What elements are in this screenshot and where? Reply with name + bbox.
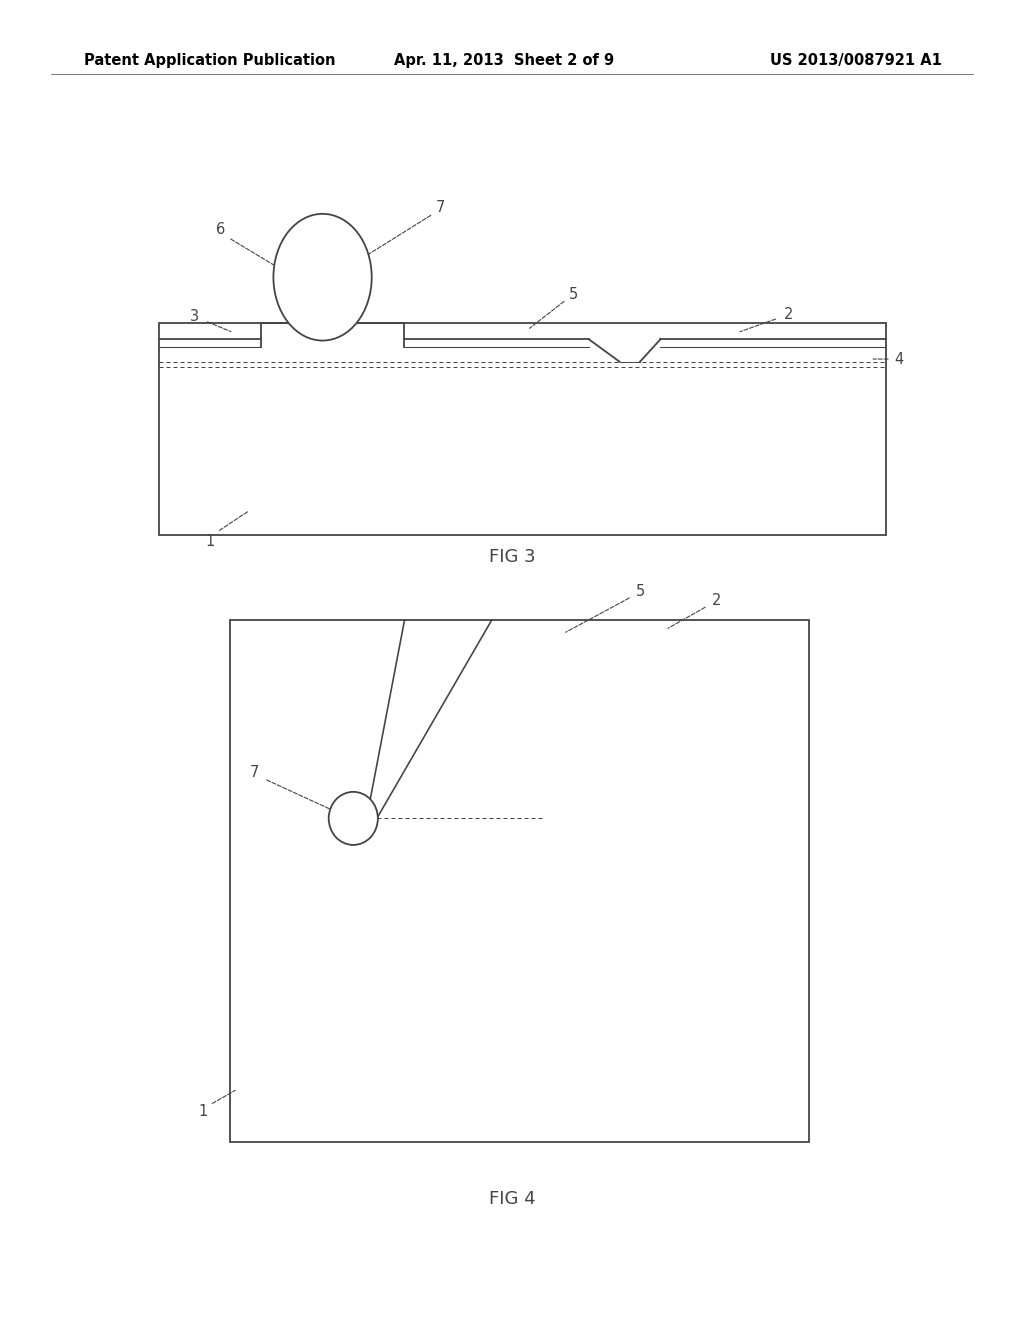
Text: 7: 7: [435, 199, 445, 215]
Text: 7: 7: [249, 764, 259, 780]
Text: US 2013/0087921 A1: US 2013/0087921 A1: [770, 53, 942, 67]
Text: 4: 4: [894, 351, 904, 367]
Ellipse shape: [329, 792, 378, 845]
Text: Apr. 11, 2013  Sheet 2 of 9: Apr. 11, 2013 Sheet 2 of 9: [394, 53, 614, 67]
Text: 5: 5: [635, 583, 645, 599]
Text: 5: 5: [568, 286, 579, 302]
Text: Patent Application Publication: Patent Application Publication: [84, 53, 336, 67]
Circle shape: [273, 214, 372, 341]
Text: 6: 6: [215, 222, 225, 238]
Text: FIG 4: FIG 4: [488, 1189, 536, 1208]
Bar: [159, 323, 886, 535]
Text: 1: 1: [198, 1104, 208, 1119]
Text: 1: 1: [205, 533, 215, 549]
Text: 3: 3: [190, 309, 199, 325]
Text: FIG 3: FIG 3: [488, 548, 536, 566]
Text: 2: 2: [712, 593, 722, 609]
Text: 2: 2: [783, 306, 794, 322]
Bar: [230, 620, 809, 1142]
